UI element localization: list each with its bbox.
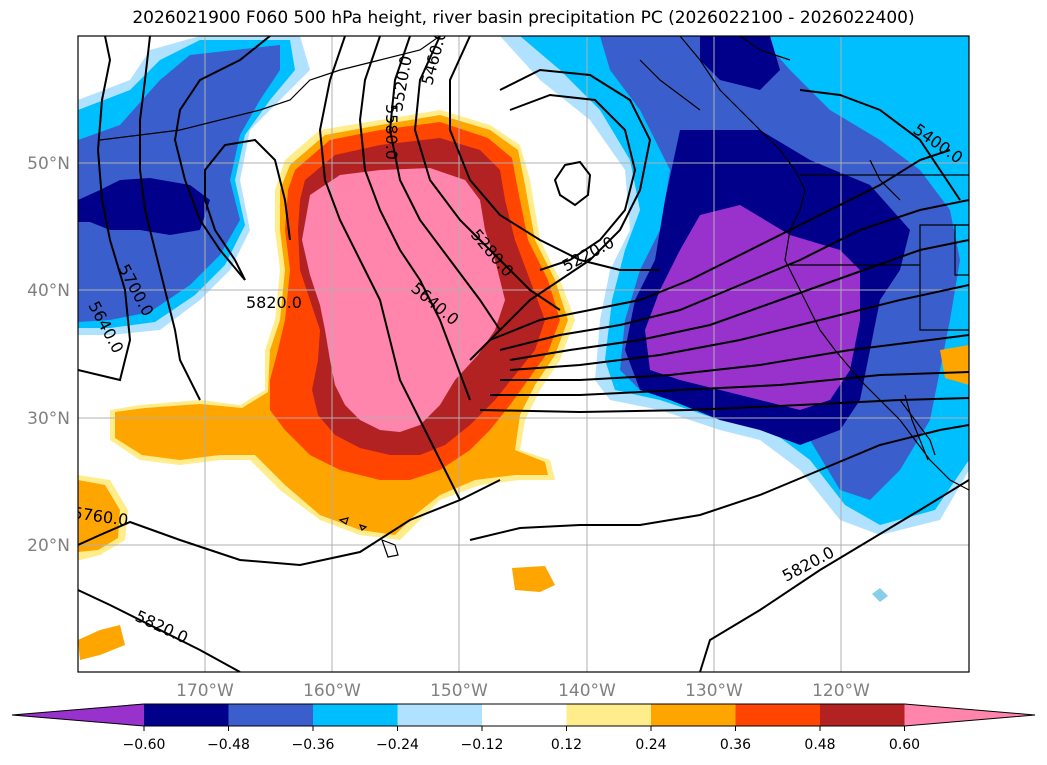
colorbar-tick-label: −0.12 xyxy=(461,737,504,753)
lon-label: 160°W xyxy=(303,681,361,701)
colorbar-tick-marks xyxy=(143,726,905,731)
colorbar-segment xyxy=(228,704,313,726)
colorbar-tick-label: 0.24 xyxy=(635,737,666,753)
colorbar-segment xyxy=(144,704,229,726)
colorbar-segment xyxy=(651,704,736,726)
lat-label: 30°N xyxy=(27,409,70,429)
colorbar-tick-label: 0.60 xyxy=(889,737,920,753)
longitude-labels: 170°W 160°W 150°W 140°W 130°W 120°W xyxy=(176,681,870,701)
colorbar-tick-label: 0.36 xyxy=(720,737,751,753)
colorbar-segment xyxy=(820,704,905,726)
lon-label: 140°W xyxy=(558,681,616,701)
anomaly-blobs xyxy=(78,345,969,660)
coastlines xyxy=(99,36,969,558)
colorbar-segment xyxy=(12,704,144,726)
contour-label: 5820.0 xyxy=(246,293,302,312)
colorbar-tick-label: −0.24 xyxy=(376,737,419,753)
colorbar-segment xyxy=(397,704,482,726)
lon-label: 120°W xyxy=(812,681,870,701)
lon-label: 170°W xyxy=(176,681,234,701)
map-frame xyxy=(77,35,970,673)
colorbar-segment xyxy=(904,704,1035,726)
colorbar-tick-label: −0.48 xyxy=(207,737,250,753)
contour-label: 5580.0 xyxy=(382,104,401,160)
colorbar: −0.60 −0.48 −0.36 −0.24 −0.12 0.12 0.24 … xyxy=(11,703,1036,753)
lat-label: 40°N xyxy=(27,281,70,301)
graticule xyxy=(78,36,969,672)
lat-label: 20°N xyxy=(27,536,70,556)
map-panel: 5760.0 5700.0 5640.0 5820.0 5580.0 5520.… xyxy=(78,36,969,672)
colorbar-segment xyxy=(313,704,398,726)
colorbar-tick-label: 0.12 xyxy=(551,737,582,753)
colorbar-segment xyxy=(566,704,651,726)
lon-label: 150°W xyxy=(430,681,488,701)
colorbar-tick-label: −0.36 xyxy=(292,737,335,753)
colorbar-segment xyxy=(482,704,567,726)
map-title: 2026021900 F060 500 hPa height, river ba… xyxy=(132,8,915,28)
colorbar-segment xyxy=(735,704,820,726)
colorbar-tick-label: 0.48 xyxy=(804,737,835,753)
latitude-labels: 50°N 40°N 30°N 20°N xyxy=(27,154,70,556)
height-contours xyxy=(78,36,969,672)
colorbar-tick-label: −0.60 xyxy=(123,737,166,753)
lat-label: 50°N xyxy=(27,154,70,174)
lon-label: 130°W xyxy=(685,681,743,701)
